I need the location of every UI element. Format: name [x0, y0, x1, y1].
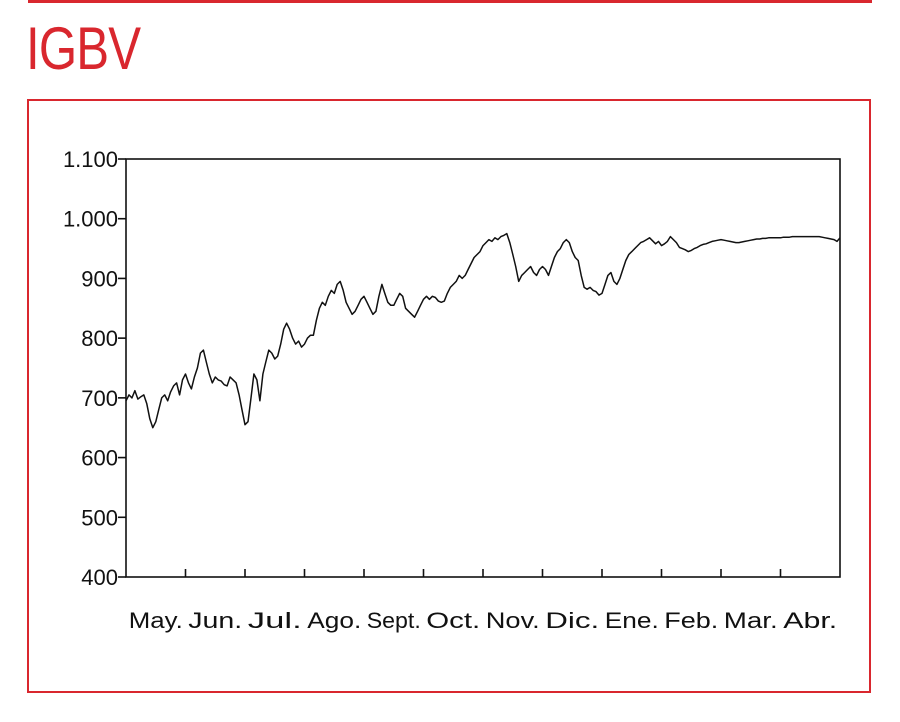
series-line: [125, 232, 841, 429]
x-tick-label: Abr.: [783, 608, 837, 633]
x-tick-label: Ene.: [605, 608, 659, 633]
y-tick-label: 800: [81, 326, 118, 351]
y-tick-label: 600: [81, 446, 118, 471]
top-rule: [28, 0, 872, 3]
y-tick-label: 1.100: [63, 147, 118, 172]
page-title: IGBV: [26, 15, 141, 82]
y-axis-labels: 400 500 600 700 800 900 1.000 1.100: [63, 147, 126, 590]
x-tick-label: Oct.: [426, 608, 480, 633]
plot-area: [125, 158, 841, 578]
x-tick-label: Mar.: [724, 608, 778, 633]
x-tick-label: Nov.: [486, 608, 540, 633]
x-axis-ticks: [184, 569, 782, 577]
x-tick-label: Ago.: [307, 608, 361, 633]
y-tick-label: 500: [81, 505, 118, 530]
x-axis-labels: May. Jun. Jul. Ago. Sept. Oct. Nov. Dic. Ene. Feb…: [129, 608, 838, 633]
x-tick-label: Jul.: [248, 608, 302, 633]
x-tick-label: Sept.: [367, 608, 421, 633]
chart-frame: [27, 99, 871, 693]
x-tick-label: Feb.: [664, 608, 718, 633]
y-tick-label: 1.000: [63, 207, 118, 232]
x-tick-label: Dic.: [545, 608, 599, 633]
x-tick-label: May.: [129, 608, 183, 633]
x-tick-label: Jun.: [188, 608, 242, 633]
y-tick-label: 900: [81, 266, 118, 291]
y-tick-label: 700: [81, 386, 118, 411]
y-tick-label: 400: [81, 565, 118, 590]
